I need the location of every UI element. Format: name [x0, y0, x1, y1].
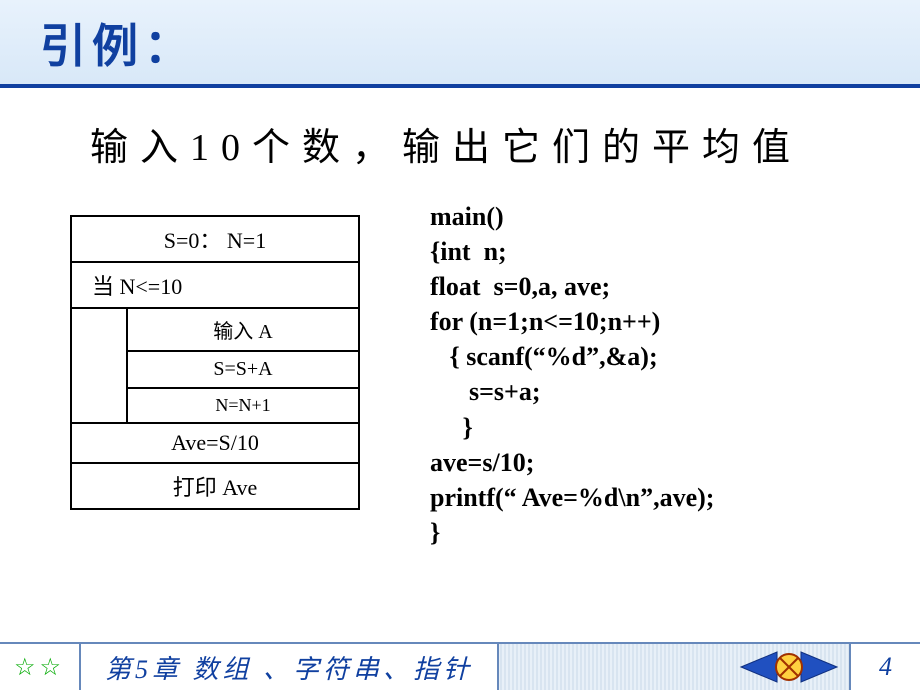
- title-bar: 引例：: [0, 0, 920, 88]
- ns-step: N=N+1: [128, 389, 358, 422]
- footer-bar: ☆☆ 第5章 数组 、字符串、指针 4: [0, 642, 920, 690]
- ns-after: Ave=S/10: [72, 422, 358, 464]
- ns-condition: 当 N<=10: [72, 263, 358, 309]
- ns-step: 输入 A: [128, 309, 358, 352]
- ns-diagram: S=0： N=1 当 N<=10 输入 A S=S+A N=N+1 Ave=S/…: [70, 215, 360, 510]
- flowchart-column: S=0： N=1 当 N<=10 输入 A S=S+A N=N+1 Ave=S/…: [60, 199, 380, 550]
- ns-loop-margin: [72, 309, 128, 422]
- nav-buttons[interactable]: [729, 644, 849, 690]
- code-line: ave=s/10;: [430, 448, 534, 477]
- page-title: 引例：: [40, 10, 880, 76]
- ns-step: S=S+A: [128, 352, 358, 389]
- subtitle: 输入10个数，输出它们的平均值: [90, 116, 920, 171]
- code-line: float s=0,a, ave;: [430, 272, 610, 301]
- ns-loop: 输入 A S=S+A N=N+1: [72, 309, 358, 422]
- footer-stars: ☆☆: [0, 644, 81, 690]
- page-number: 4: [849, 644, 920, 690]
- ns-after: 打印 Ave: [72, 464, 358, 508]
- code-line: s=s+a;: [430, 377, 541, 406]
- code-line: printf(“ Ave=%d\n”,ave);: [430, 483, 714, 512]
- ns-init: S=0： N=1: [72, 217, 358, 263]
- ns-loop-body: 输入 A S=S+A N=N+1: [128, 309, 358, 422]
- code-block: main() {int n; float s=0,a, ave; for (n=…: [430, 199, 860, 550]
- nav-icon: [739, 649, 839, 685]
- content-area: S=0： N=1 当 N<=10 输入 A S=S+A N=N+1 Ave=S/…: [0, 199, 920, 550]
- code-line: }: [430, 518, 440, 547]
- code-line: {int n;: [430, 237, 507, 266]
- code-line: { scanf(“%d”,&a);: [430, 342, 658, 371]
- code-line: main(): [430, 202, 504, 231]
- code-column: main() {int n; float s=0,a, ave; for (n=…: [420, 199, 860, 550]
- code-line: }: [430, 413, 473, 442]
- chapter-label: 第5章 数组 、字符串、指针: [81, 644, 499, 690]
- code-line: for (n=1;n<=10;n++): [430, 307, 660, 336]
